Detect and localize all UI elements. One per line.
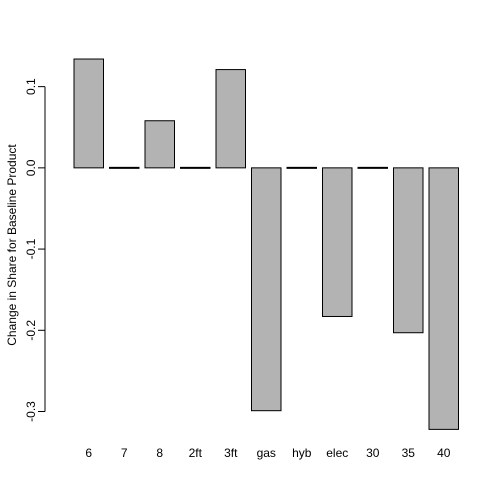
- x-tick-label: 2ft: [189, 446, 203, 460]
- y-axis-title: Change in Share for Baseline Product: [5, 144, 19, 346]
- bar: [215, 69, 246, 169]
- y-tick-label: -0.1: [24, 238, 38, 259]
- bar: [144, 120, 175, 169]
- bar: [322, 167, 353, 317]
- y-tick-label: -0.2: [24, 320, 38, 341]
- x-tick-label: elec: [326, 446, 348, 460]
- y-tick-label: 0.1: [24, 78, 38, 95]
- y-tick-label: -0.3: [24, 401, 38, 422]
- x-tick-label: 30: [366, 446, 380, 460]
- bar: [251, 167, 282, 412]
- x-tick-label: 8: [156, 446, 163, 460]
- bar: [357, 166, 388, 169]
- x-tick-label: 7: [121, 446, 128, 460]
- bar: [393, 167, 424, 334]
- x-tick-label: 40: [437, 446, 451, 460]
- x-tick-label: 3ft: [224, 446, 238, 460]
- bar: [109, 166, 140, 169]
- bar: [286, 166, 317, 169]
- x-tick-label: 35: [402, 446, 416, 460]
- bar: [180, 166, 211, 169]
- x-tick-label: hyb: [292, 446, 312, 460]
- bar: [428, 167, 459, 430]
- x-tick-label: gas: [257, 446, 276, 460]
- x-tick-label: 6: [85, 446, 92, 460]
- y-tick-label: 0.0: [24, 159, 38, 176]
- bar: [73, 58, 104, 169]
